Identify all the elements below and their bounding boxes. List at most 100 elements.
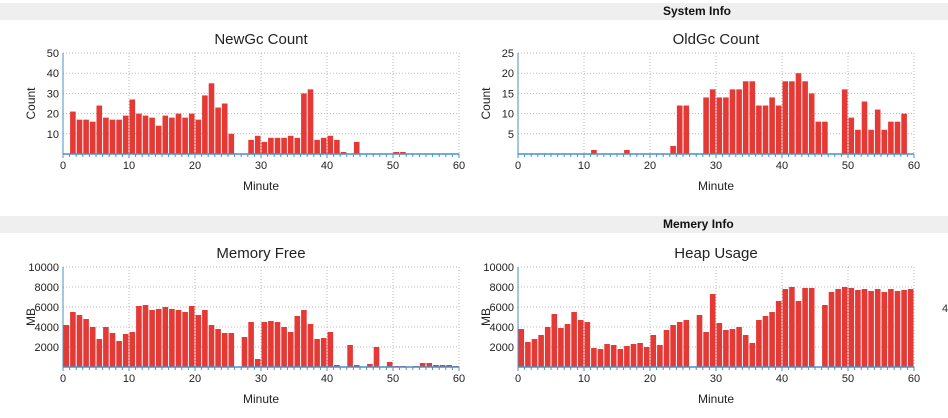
bar [446,365,452,367]
bar [136,306,142,367]
bar [723,330,729,367]
bar [518,329,525,367]
x-tick-label: 10 [578,160,590,172]
y-tick-label: 25 [502,48,514,60]
bar [334,365,340,367]
bar [215,329,221,367]
bar [584,322,591,367]
bar [624,346,630,367]
x-tick-label: 40 [321,160,333,172]
bar [268,137,274,154]
bar [716,323,723,367]
bar [136,113,142,154]
y-tick-label: 5 [508,129,514,141]
y-tick-label: 10000 [483,262,514,274]
bar [294,316,301,367]
bar [169,117,175,154]
bar [76,119,83,154]
bar [340,151,347,154]
bar [756,105,762,154]
bar [439,365,446,367]
bar [103,117,109,154]
x-tick-label: 20 [189,160,201,172]
bar [228,133,235,154]
y-tick-label: 10 [47,129,59,141]
gridlines [518,52,915,154]
bar [657,345,663,367]
bar [782,289,789,367]
bar [874,289,881,367]
bar [795,301,802,367]
x-tick-label: 30 [710,160,722,172]
bar [624,149,630,154]
bar [89,327,96,367]
bar [703,97,709,154]
section-header-memory-info: Memery Info [0,216,948,233]
bar [426,363,433,367]
x-tick-label: 0 [60,373,66,385]
x-tick-label: 0 [515,373,521,385]
bar [855,129,861,154]
bar [742,81,749,154]
bar [769,97,775,154]
bar [274,322,281,367]
x-tick-label: 50 [387,160,399,172]
y-tick-label: 8000 [490,282,514,294]
gridlines [63,52,460,154]
bar [650,335,657,367]
bar [888,121,894,154]
bar [558,328,564,367]
y-tick-label: 20 [47,109,59,121]
bar [861,101,868,154]
bar [175,310,182,367]
bar [307,324,314,367]
x-tick-label: 40 [776,160,788,172]
bar [670,325,676,367]
bar [367,364,373,367]
bar [254,359,261,367]
bar [373,347,380,367]
bar [841,287,848,367]
bar [386,362,393,367]
bar [241,337,248,367]
bar [729,89,736,154]
bar [70,111,76,154]
y-tick-label: 2000 [35,342,59,354]
bar [433,365,439,367]
bar [202,95,208,154]
bar [663,330,670,367]
bar [287,332,294,367]
bar [795,73,802,154]
bar [861,289,868,367]
bar [281,137,287,154]
bar [894,291,901,367]
bar [610,345,617,367]
bar [182,117,188,154]
bar [109,119,116,154]
bar [202,310,208,367]
bar [683,320,690,367]
bar [848,288,855,367]
bar [888,289,894,367]
x-tick-label: 30 [255,373,267,385]
bar [762,316,769,367]
bar [571,312,577,367]
bar [103,327,109,367]
bar [709,294,716,367]
bar [676,105,683,154]
bar [756,320,762,367]
bar [188,306,195,367]
bar [630,344,637,367]
y-axis-label: Count [24,87,38,120]
bar [254,135,261,154]
bar [195,315,202,367]
bar [531,339,538,367]
y-tick-label: 4000 [490,322,514,334]
bar [802,81,808,154]
bar [122,115,129,154]
section-title: System Info [663,4,732,18]
x-tick-label: 20 [644,160,656,172]
bar [169,309,175,367]
bar [901,113,907,154]
bar [215,107,221,154]
